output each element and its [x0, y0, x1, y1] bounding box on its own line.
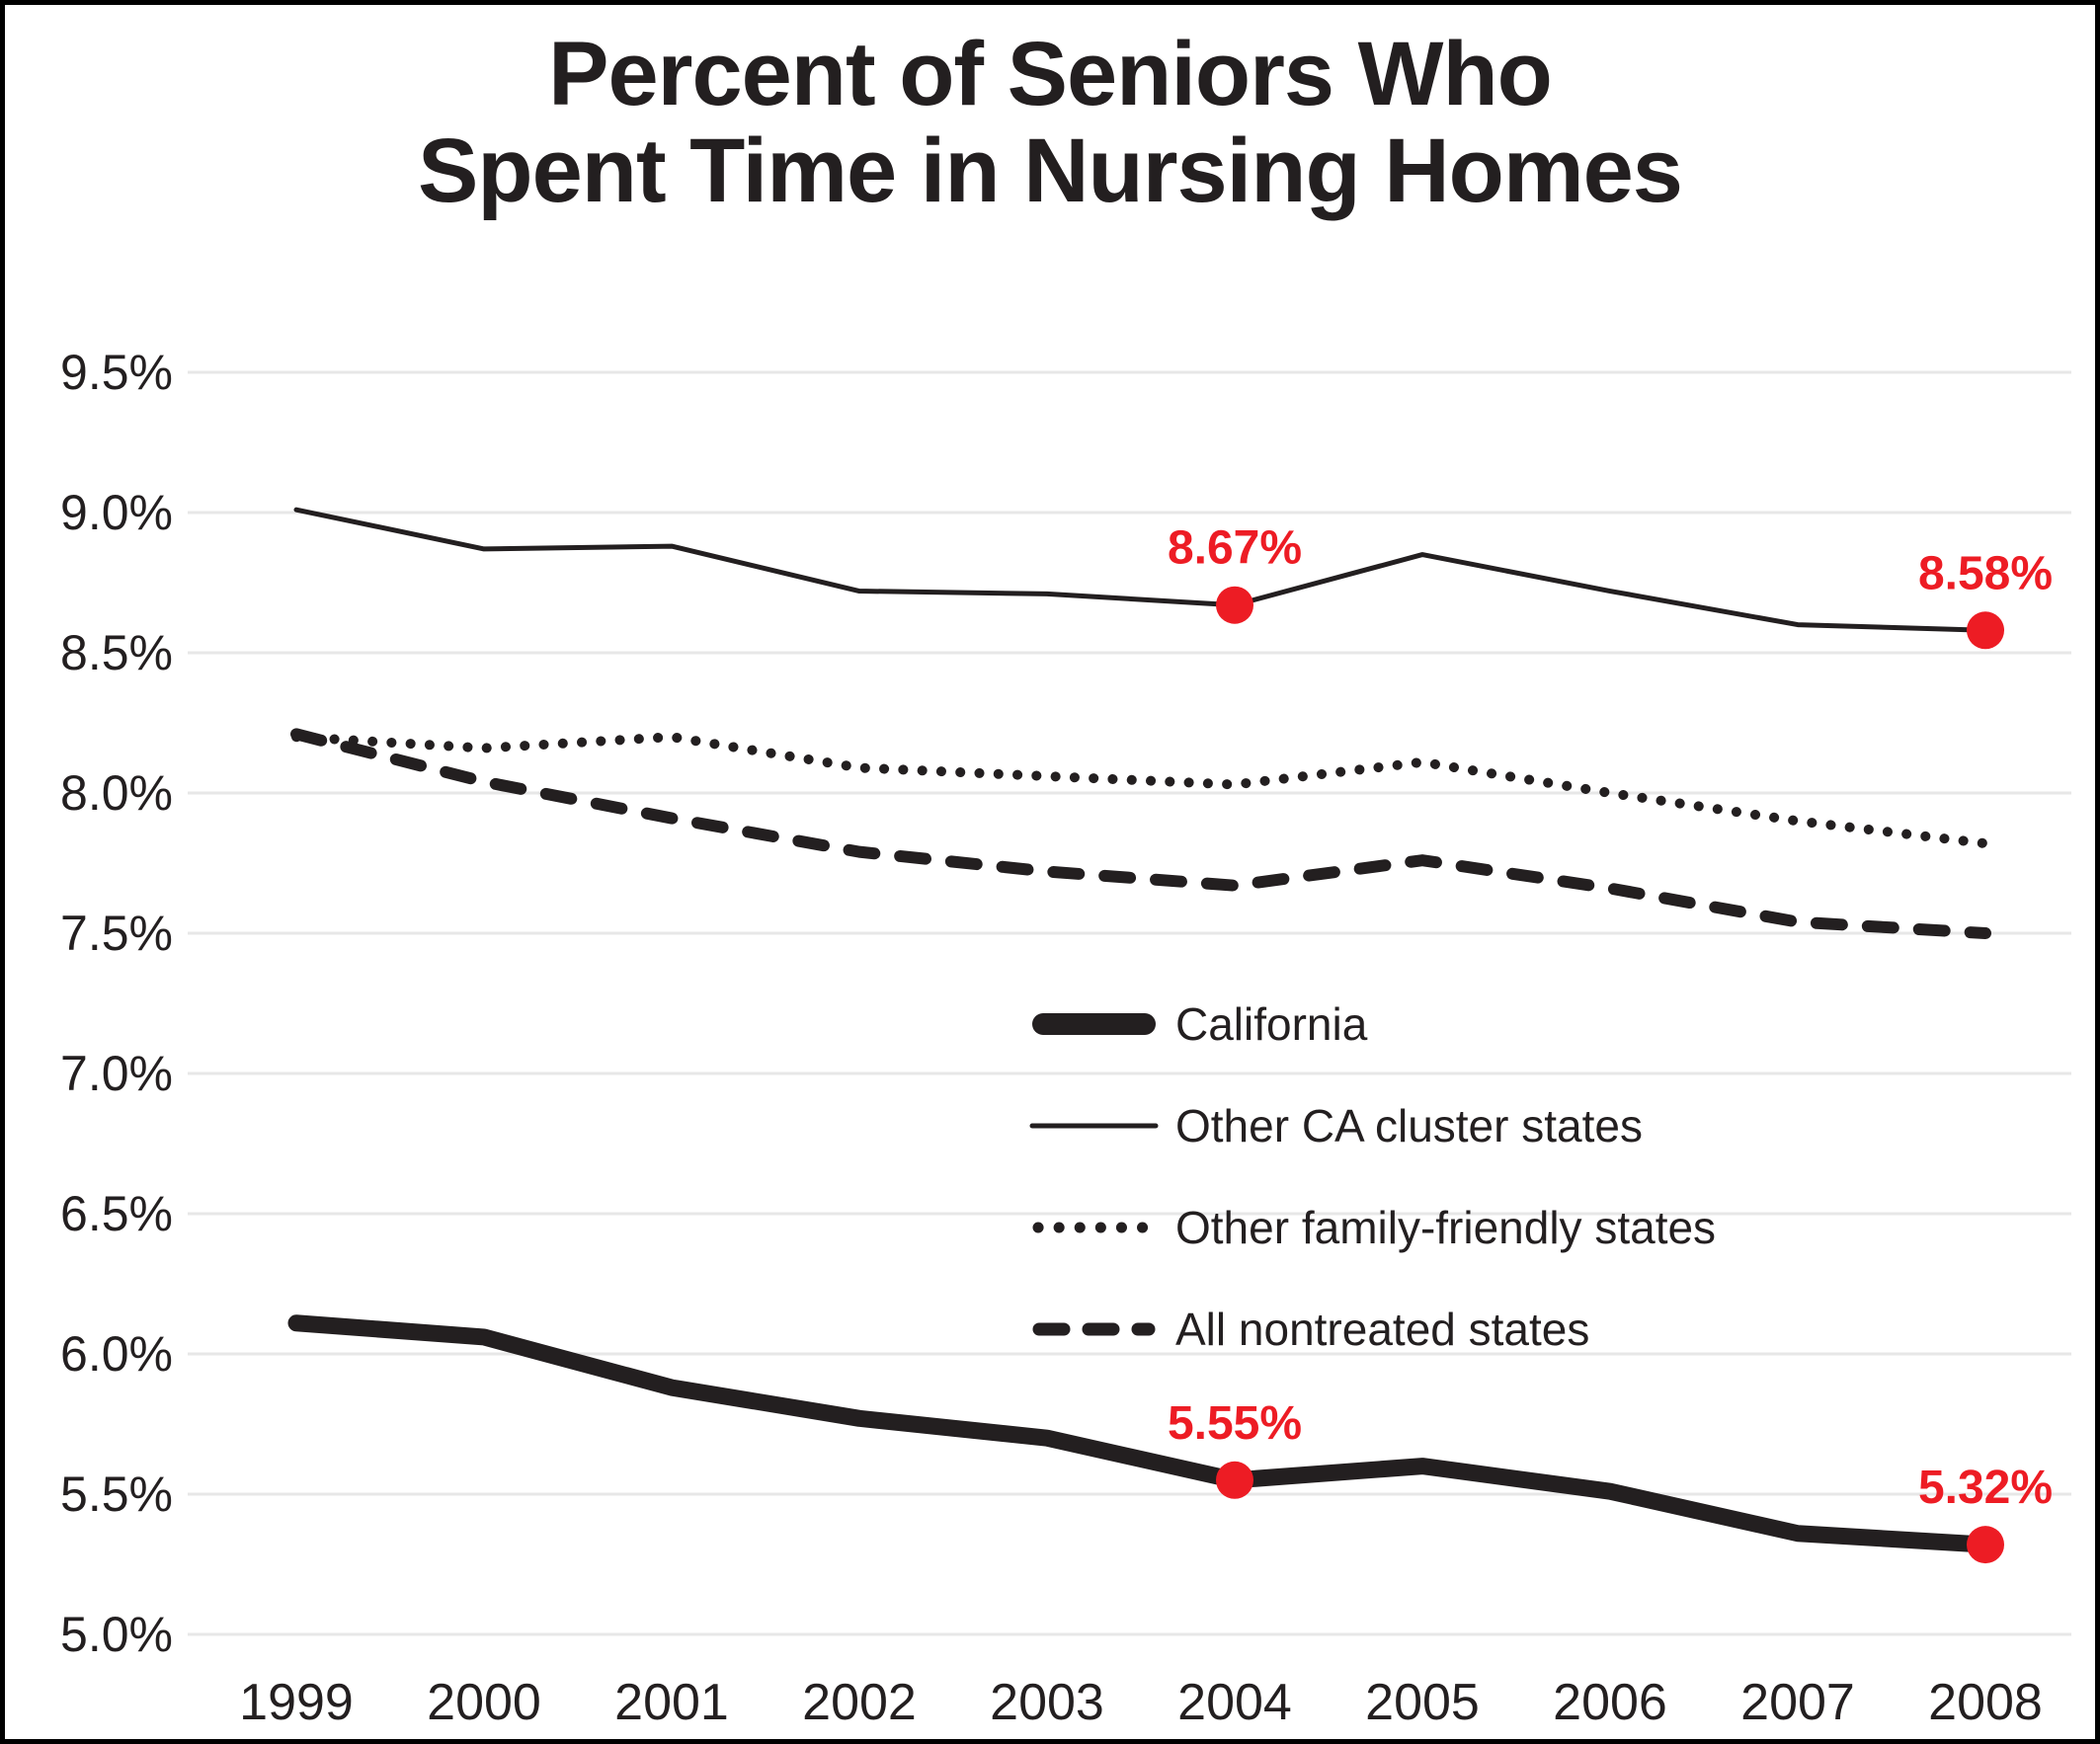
legend-label-nontreated: All nontreated states [1175, 1304, 1589, 1355]
series-line-family [291, 732, 1990, 849]
annotation-label-2004-california: 5.55% [1168, 1397, 1302, 1450]
y-axis-tick-label: 9.0% [60, 485, 173, 540]
legend-label-cluster: Other CA cluster states [1175, 1100, 1643, 1151]
line-chart: 5.0% 5.5% 6.0% 6.5% 7.0% 7.5% 8.0% 8.5% 9.0% 9.5%… [60, 345, 2071, 1731]
x-axis-tick-label: 2002 [802, 1674, 917, 1731]
x-axis-tick-label: 2008 [1928, 1674, 2043, 1731]
y-axis-tick-label: 6.5% [60, 1186, 173, 1241]
annotation-dot-2008-cluster [1967, 611, 2004, 650]
series-line-cluster [293, 507, 1988, 633]
legend-label-family: Other family-friendly states [1175, 1202, 1716, 1253]
series-line-california [287, 1314, 1994, 1553]
series-line-nontreated [290, 728, 1991, 939]
chart-title-line1: Percent of Seniors Who [548, 24, 1553, 124]
x-axis-tick-label: 2005 [1365, 1674, 1480, 1731]
x-axis-tick-label: 2006 [1553, 1674, 1667, 1731]
y-axis-tick-label: 7.0% [60, 1046, 173, 1101]
y-axis-tick-label: 8.5% [60, 625, 173, 680]
annotation-dot-2004-cluster [1216, 586, 1253, 624]
chart-title: Percent of Seniors Who Spent Time in Nur… [5, 24, 2095, 221]
legend-label-california: California [1175, 998, 1368, 1050]
x-axis-tick-label: 2003 [990, 1674, 1104, 1731]
y-axis-tick-label: 7.5% [60, 906, 173, 961]
annotation-dot-2004-california [1216, 1461, 1253, 1499]
y-axis-tick-label: 8.0% [60, 765, 173, 821]
y-axis-tick-label: 9.5% [60, 345, 173, 400]
x-axis-tick-label: 1999 [239, 1674, 354, 1731]
chart-title-line2: Spent Time in Nursing Homes [418, 119, 1683, 221]
annotation-dot-2008-california [1967, 1526, 2004, 1564]
annotation-label-2008-cluster: 8.58% [1918, 547, 2053, 599]
annotation-label-2008-california: 5.32% [1918, 1462, 2053, 1514]
x-axis-tick-label: 2001 [614, 1674, 729, 1731]
y-axis-tick-label: 6.0% [60, 1326, 173, 1382]
x-axis-tick-label: 2000 [427, 1674, 541, 1731]
y-axis-tick-label: 5.5% [60, 1467, 173, 1522]
x-axis-tick-label: 2007 [1740, 1674, 1855, 1731]
annotation-label-2004-cluster: 8.67% [1168, 522, 1302, 575]
x-axis-tick-label: 2004 [1177, 1674, 1292, 1731]
y-axis-tick-label: 5.0% [60, 1607, 173, 1662]
